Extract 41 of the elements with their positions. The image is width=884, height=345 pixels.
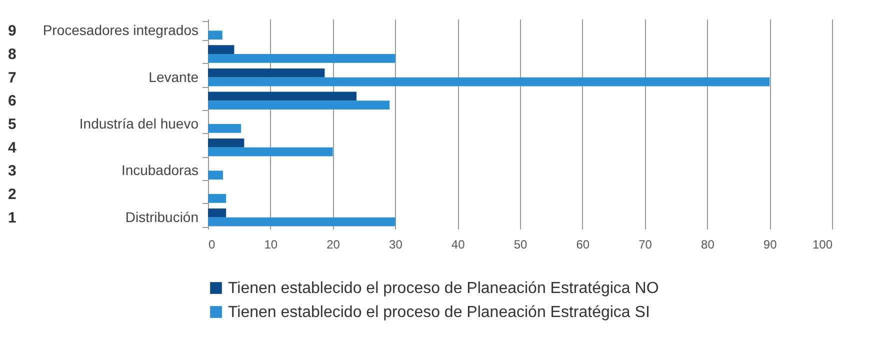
bar [208, 208, 226, 218]
y-tick-label: Procesadores integrados [42, 22, 198, 38]
text: 3 [8, 162, 16, 180]
bar [208, 45, 234, 54]
legend-label: Tienen establecido el proceso de Planeación Estratégica SI [228, 304, 650, 321]
y-tick-label: Industría del huevo [79, 116, 199, 132]
y-tick-label: Distribución [125, 208, 198, 225]
bar [208, 217, 396, 226]
text: 1 [8, 209, 16, 226]
y-tick-label: Levante [148, 68, 199, 85]
bar [208, 30, 222, 40]
text: 8 [8, 46, 16, 63]
x-tick-label: 10 [264, 238, 278, 252]
y-tick-label: Incubadoras [121, 162, 198, 178]
bar [208, 194, 226, 203]
x-tick-label: 0 [208, 238, 216, 252]
x-tick-label: 70 [638, 238, 652, 252]
bar [208, 77, 770, 86]
bar [208, 147, 333, 156]
text: 6 [8, 92, 16, 110]
x-tick-label: 90 [763, 238, 778, 252]
x-tick-label: 40 [451, 238, 466, 252]
text: 2 [8, 186, 16, 203]
x-tick-label: 100 [812, 238, 833, 252]
bar [208, 92, 357, 101]
text: 9 [8, 22, 16, 40]
bar [208, 170, 223, 180]
bar [208, 68, 325, 78]
x-tick-label: 50 [514, 238, 528, 252]
x-tick-label: 20 [326, 238, 340, 252]
bar [208, 124, 242, 133]
bar [208, 54, 396, 63]
bar [208, 100, 390, 110]
x-tick-label: 30 [389, 238, 403, 252]
x-tick-label: 60 [576, 238, 590, 252]
text: 5 [8, 116, 16, 133]
bar [208, 138, 244, 148]
text: 4 [8, 139, 17, 156]
legend-label: Tienen establecido el proceso de Planeación Estratégica NO [228, 280, 659, 297]
x-tick-label: 80 [701, 238, 715, 252]
text: 7 [8, 69, 16, 86]
